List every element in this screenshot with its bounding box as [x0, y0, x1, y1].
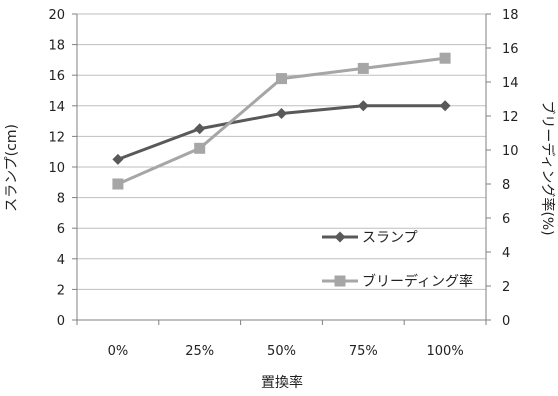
right-y-tick-label: 6 — [502, 212, 510, 227]
left-y-tick-label: 12 — [48, 130, 65, 145]
data-point — [439, 52, 451, 64]
x-tick-label: 25% — [185, 344, 214, 359]
x-tick-label: 0% — [108, 344, 129, 359]
left-y-tick-label: 18 — [48, 39, 65, 54]
right-y-tick-label: 16 — [502, 42, 519, 57]
left-y-tick-label: 4 — [57, 253, 65, 268]
data-point — [439, 100, 451, 112]
series-group — [112, 52, 451, 190]
left-y-tick-label: 16 — [48, 69, 65, 84]
data-point — [357, 62, 369, 74]
left-y-tick-label: 8 — [57, 192, 65, 207]
left-y-tick-label: 20 — [48, 8, 65, 23]
legend-label: スランプ — [362, 230, 418, 246]
legend-label: ブリーディング率 — [362, 273, 473, 290]
right-y-tick-label: 4 — [502, 246, 510, 261]
right-y-tick-label: 10 — [502, 144, 519, 159]
left-y-tick-label: 0 — [57, 314, 65, 329]
x-tick-labels: 0% 25% 50% 75% 100% — [108, 344, 464, 359]
x-tick-label: 100% — [427, 344, 464, 359]
data-point — [357, 100, 369, 112]
right-y-tick-label: 2 — [502, 280, 510, 295]
data-point — [112, 178, 124, 190]
left-y-axis-title: スランプ(cm) — [4, 124, 20, 212]
right-y-tick-labels: 0 2 4 6 8 10 12 14 16 18 — [502, 8, 519, 329]
right-y-axis-title: ブリーディング率(%) — [539, 100, 556, 235]
left-y-tick-label: 10 — [48, 161, 65, 176]
left-y-tick-label: 14 — [48, 100, 65, 115]
right-y-tick-label: 14 — [502, 76, 519, 91]
data-point — [276, 73, 287, 85]
x-tick-label: 50% — [267, 344, 296, 359]
legend-marker — [334, 275, 346, 287]
right-y-tick-label: 8 — [502, 178, 510, 193]
axes — [72, 13, 491, 325]
x-tick-label: 75% — [349, 344, 378, 359]
data-point — [112, 153, 124, 165]
grid-lines — [77, 13, 486, 290]
right-y-tick-label: 0 — [502, 314, 510, 329]
left-y-tick-labels: 0 2 4 6 8 10 12 14 16 18 20 — [48, 8, 65, 329]
left-y-tick-label: 2 — [57, 283, 65, 298]
left-y-tick-label: 6 — [57, 222, 65, 237]
x-axis-title: 置換率 — [261, 374, 303, 391]
legend-marker — [334, 231, 346, 243]
right-y-tick-label: 18 — [502, 8, 519, 23]
right-y-tick-label: 12 — [502, 110, 519, 125]
data-point — [276, 107, 287, 119]
data-point — [194, 142, 206, 154]
data-point — [194, 123, 206, 135]
